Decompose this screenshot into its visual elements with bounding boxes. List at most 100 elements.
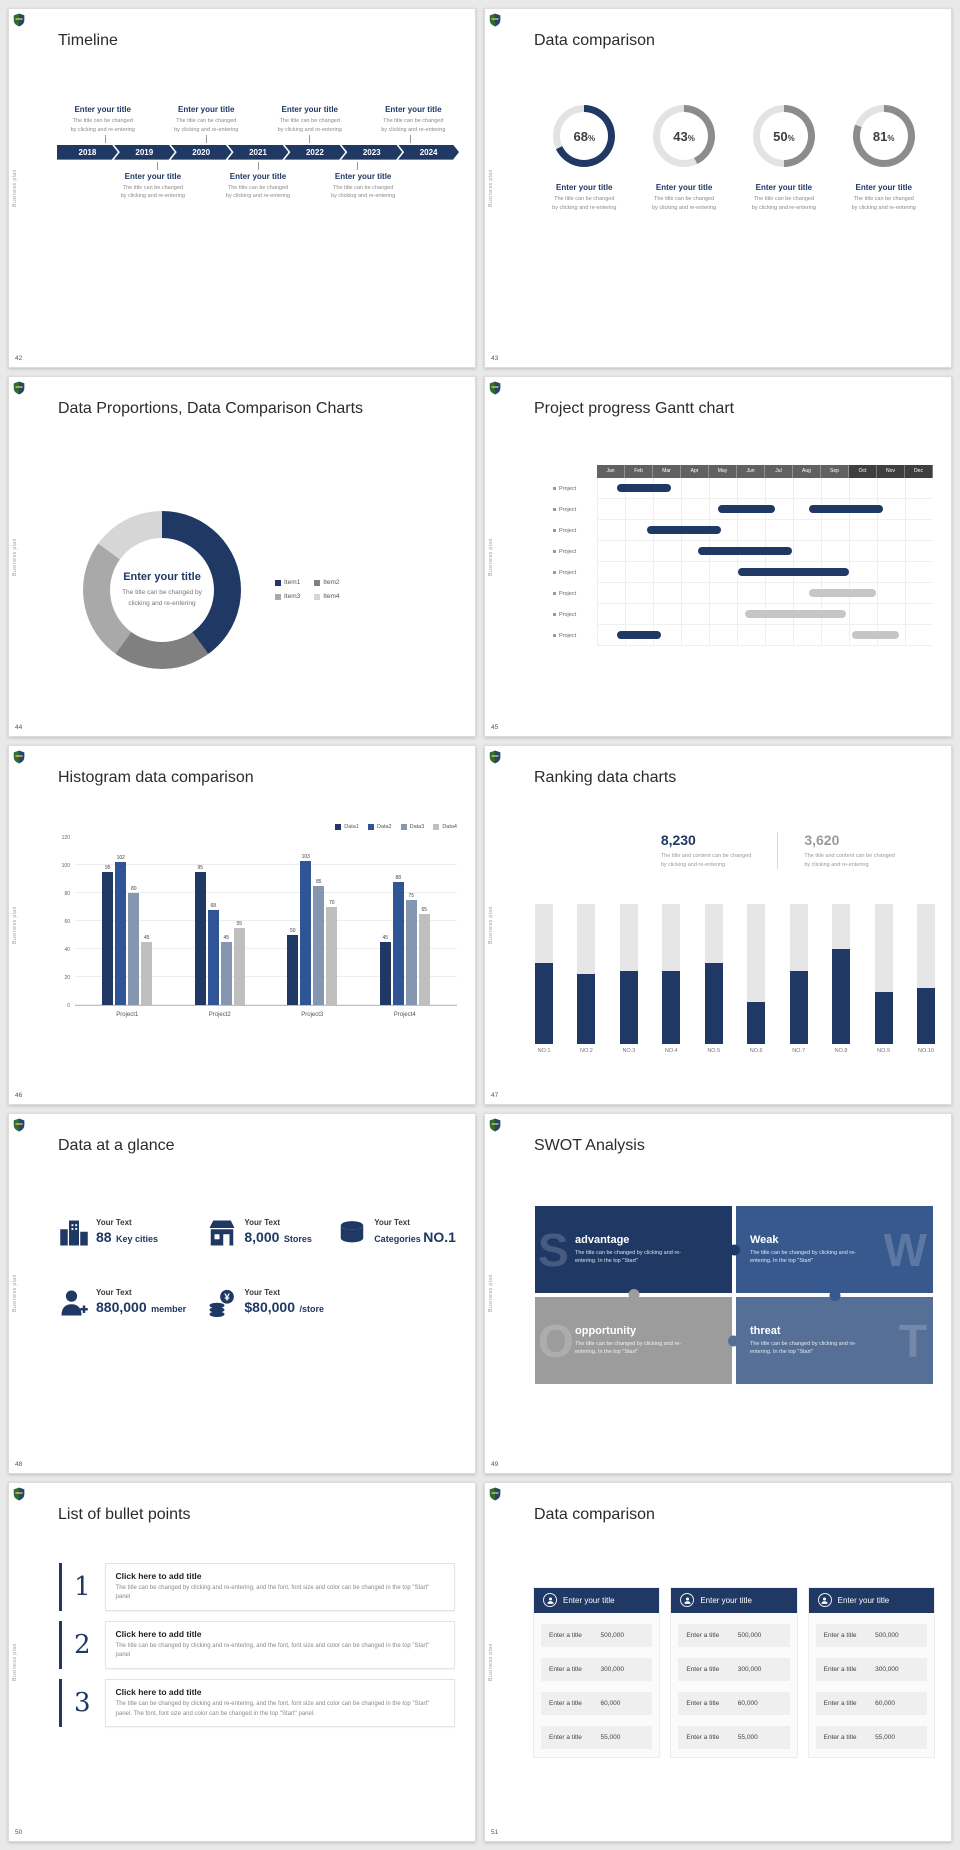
slide-number: 48 — [15, 1460, 23, 1468]
gantt-bar — [617, 484, 671, 493]
legend-swatch — [314, 593, 321, 600]
crest-logo-icon — [489, 381, 501, 395]
stat-value: 8,230 — [660, 831, 696, 848]
bar-value-label: 45 — [382, 934, 389, 941]
desc-line: The title and content can be changed — [804, 852, 895, 859]
slide-44-donut-chart[interactable]: Business plan Data Proportions, Data Com… — [8, 376, 476, 737]
row-value: 60,000 — [875, 1699, 896, 1707]
row-label: Enter a title — [686, 1699, 720, 1707]
x-axis-label: NO.7 — [792, 1047, 806, 1054]
progress-ring: 43% — [653, 105, 716, 167]
stat-desc: The title and content can be changed by c… — [661, 852, 752, 870]
entry-desc: The title can be changed by clicking and … — [225, 184, 291, 200]
gantt-row-track — [597, 625, 933, 647]
x-axis-label: NO.6 — [749, 1047, 763, 1054]
gantt-bar — [617, 631, 661, 640]
entry-title: Enter your title — [334, 171, 392, 181]
crest-logo-icon — [13, 381, 25, 395]
bar-wrapper: 70 — [326, 900, 338, 1005]
y-axis: 0 20 40 60 80 100 120 — [57, 835, 75, 1009]
slide-51-data-comparison-tables[interactable]: Business plan Data comparison Enter your… — [484, 1481, 952, 1842]
bars: 95 102 80 45 — [102, 855, 153, 1005]
gantt-row: Project — [553, 604, 933, 626]
swot-text: advantage The title can be changed by cli… — [535, 1234, 707, 1266]
buildings-icon — [59, 1218, 89, 1248]
bar-group: 95 68 45 55 Project2 — [194, 865, 245, 1018]
slide-title: Data at a glance — [58, 1137, 175, 1155]
stat-item: ¥ Your Text $80,000 /store — [207, 1288, 331, 1318]
slide-47-ranking-chart[interactable]: Business plan Ranking data charts 8,230 … — [484, 744, 952, 1106]
y-axis-tick: 60 — [64, 918, 70, 925]
stat-item: Your Text Categories NO.1 — [337, 1218, 461, 1248]
stat-text: Your Text 88 Key cities — [96, 1218, 158, 1247]
slide-43-data-comparison-rings[interactable]: Business plan Data comparison 68% Enter y… — [484, 8, 952, 369]
gantt-row-label: Project — [553, 507, 597, 513]
swot-letter: W — [883, 1223, 927, 1276]
bar-value-label: 55 — [236, 920, 243, 927]
bar-track — [535, 903, 553, 1044]
row-label: Enter a title — [823, 1699, 857, 1707]
legend-item: Data4 — [433, 823, 457, 830]
slide-42-timeline[interactable]: Business plan Timeline Enter your title T… — [8, 8, 476, 369]
slide-50-bullet-points[interactable]: Business plan List of bullet points 1 Cli… — [8, 1481, 476, 1842]
stat-unit: member — [151, 1304, 187, 1315]
stat-value-line: 88 Key cities — [96, 1229, 158, 1246]
ranking-column: NO.7 — [789, 903, 808, 1054]
bar-wrapper: 45 — [141, 935, 153, 1005]
entry-title: Enter your title — [556, 183, 613, 192]
slide-title: Data Proportions, Data Comparison Charts — [58, 400, 364, 418]
swot-letter: T — [898, 1314, 927, 1367]
bar-track — [747, 903, 766, 1044]
gantt-header-corner — [553, 465, 597, 478]
row-value: 60,000 — [737, 1699, 758, 1707]
ring-value: 81 — [872, 128, 888, 144]
percent-sign: % — [687, 134, 695, 143]
stat-unit: /store — [299, 1304, 324, 1315]
data-card: Enter your title Enter a title 500,000 Ente… — [807, 1586, 935, 1758]
swot-title: threat — [750, 1324, 781, 1337]
bullet-heading: Click here to add title — [115, 1570, 202, 1581]
slide-45-gantt-chart[interactable]: Business plan Project progress Gantt cha… — [484, 376, 952, 737]
bar — [128, 892, 140, 1005]
bar — [392, 881, 404, 1005]
slide-48-data-at-a-glance[interactable]: Business plan Data at a glance Your Text… — [8, 1113, 476, 1474]
timeline-year: 2022 — [284, 145, 345, 160]
legend-item: Item4 — [314, 593, 340, 600]
bar-wrapper: 75 — [405, 893, 417, 1005]
row-label: Enter a title — [549, 1733, 582, 1741]
bar — [300, 860, 312, 1005]
slide-title: SWOT Analysis — [534, 1137, 645, 1155]
entry-desc: The title can be changed by clicking and … — [120, 184, 185, 200]
x-axis-label: NO.2 — [580, 1047, 593, 1054]
gantt-bar — [808, 589, 876, 598]
crest-logo-icon — [489, 750, 501, 764]
bar — [194, 871, 206, 1005]
row-value: 300,000 — [875, 1665, 899, 1673]
swot-desc: The title can be changed by clicking and… — [750, 1340, 857, 1356]
stat-label: Your Text — [96, 1218, 132, 1228]
bar-wrapper: 85 — [313, 879, 325, 1005]
gantt-month-header: Mar — [653, 465, 681, 479]
slide-46-histogram[interactable]: Business plan Histogram data comparison … — [8, 744, 476, 1106]
legend-item: Data2 — [367, 823, 392, 830]
gantt-row-label: Project — [553, 591, 597, 597]
stat-text: Your Text 880,000 member — [96, 1288, 186, 1317]
bar-value-label: 102 — [116, 855, 125, 861]
ranking-column: NO.8 — [832, 903, 851, 1054]
ranking-column: NO.2 — [577, 903, 596, 1054]
entry-title: Enter your title — [178, 105, 235, 114]
stat-value: 8,000 — [244, 1229, 280, 1246]
stat-primary: 8,230 The title and content can be chang… — [661, 832, 752, 870]
legend-item: Item2 — [314, 579, 340, 586]
row-label: Enter a title — [686, 1733, 720, 1741]
svg-text:¥: ¥ — [225, 1292, 231, 1303]
chart-area: 95 102 80 45 Project1 95 68 45 55 Project2 50 103 85… — [75, 837, 457, 1018]
bar-track — [916, 903, 935, 1044]
donut-stat: 81% Enter your title The title can be chan… — [836, 105, 931, 213]
bar — [418, 913, 430, 1005]
legend-item: Item3 — [275, 593, 300, 600]
row-value: 55,000 — [875, 1733, 896, 1741]
